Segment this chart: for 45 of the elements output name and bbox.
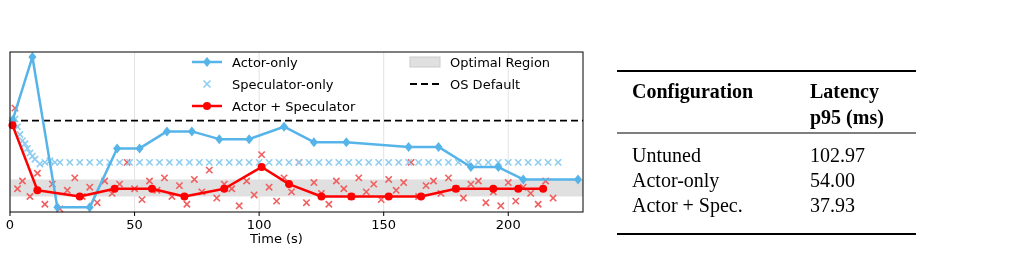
point: [494, 162, 503, 173]
point: [85, 202, 94, 213]
point: [384, 192, 393, 201]
point: [574, 174, 583, 185]
point: [220, 184, 229, 193]
point: [519, 174, 528, 185]
text: 37.93: [810, 194, 855, 216]
point: [309, 137, 318, 148]
point: [466, 162, 475, 173]
text: 54.00: [810, 169, 855, 191]
category-label: Untuned: [632, 144, 701, 166]
point: [187, 126, 196, 137]
x-tick-label: 0: [5, 217, 15, 232]
category-label: Actor + Spec.: [632, 194, 743, 217]
x-tick-label: 100: [246, 217, 272, 232]
point: [180, 192, 189, 201]
text: 102.97: [810, 144, 865, 166]
category-label: Actor-only: [632, 169, 720, 192]
legend-label: Optimal Region: [450, 55, 551, 70]
point: [514, 184, 523, 193]
legend-label: Actor-only: [232, 55, 299, 70]
legend-label: OS Default: [450, 77, 521, 92]
point: [148, 184, 156, 193]
point: [245, 134, 254, 145]
point: [539, 184, 548, 193]
legend-label: Speculator-only: [232, 77, 334, 92]
text: Configuration: [632, 80, 754, 103]
x-tick-label: 50: [126, 217, 143, 232]
point: [113, 143, 122, 154]
point: [215, 134, 224, 145]
point: [434, 141, 443, 152]
x-axis-title: Time (s): [249, 231, 303, 246]
point: [280, 121, 289, 132]
x-tick-label: 200: [495, 217, 521, 232]
point: [285, 180, 294, 189]
point: [110, 184, 119, 193]
x-tick-label: 150: [371, 217, 397, 232]
point: [33, 186, 42, 195]
point: [135, 143, 144, 154]
legend-label: Actor + Speculator: [232, 99, 356, 114]
point: [342, 137, 351, 148]
point: [162, 126, 171, 137]
point: [404, 141, 413, 152]
point: [257, 163, 266, 172]
text: Latency p95 (ms): [810, 80, 884, 129]
